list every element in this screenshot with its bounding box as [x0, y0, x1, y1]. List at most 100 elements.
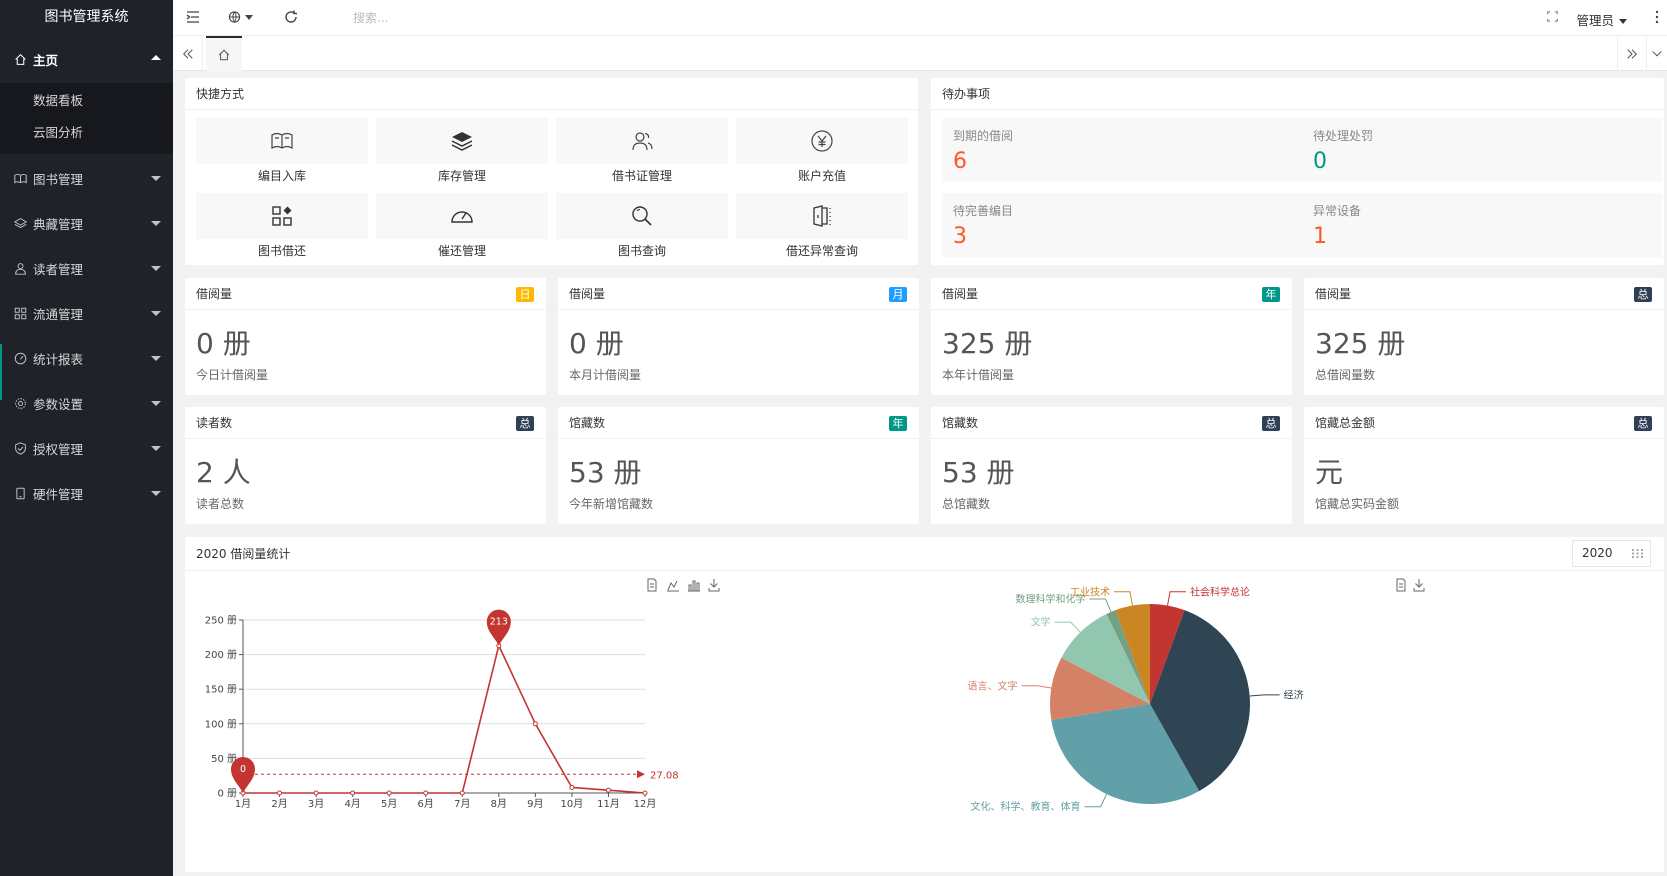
pie-slice: [1150, 610, 1250, 792]
language-globe-icon[interactable]: [228, 10, 256, 26]
data-view-icon[interactable]: [1396, 578, 1406, 592]
stack-icon: [451, 132, 473, 151]
series-line: [243, 643, 646, 794]
shortcut-account-recharge[interactable]: [736, 118, 908, 164]
shortcut-borrow-return[interactable]: [196, 193, 368, 239]
chevron-down-icon: [1652, 50, 1662, 56]
sidebar-item-label: 典藏管理: [33, 217, 84, 232]
sidebar-item-hardware-management[interactable]: 硬件管理: [0, 471, 173, 516]
sidebar-item-reader-management[interactable]: 读者管理: [0, 246, 173, 291]
sidebar-item-circulation-management[interactable]: 流通管理: [0, 291, 173, 336]
sidebar-active-indicator: [0, 344, 2, 400]
slice-leader-line: [1167, 591, 1186, 606]
gear-icon: [13, 397, 27, 411]
period-badge: 日: [516, 287, 534, 302]
stat-value: 0 册: [196, 327, 251, 360]
tab-options-dropdown[interactable]: [1647, 36, 1667, 71]
sidebar-subitem-dashboard[interactable]: 数据看板: [33, 93, 84, 108]
download-icon[interactable]: [708, 579, 720, 592]
stat-subtitle: 本年计借阅量: [942, 368, 1015, 382]
stat-title: 借阅量: [196, 287, 233, 301]
tab-scroll-left-button[interactable]: [173, 36, 203, 71]
stat-card-daily-borrows: 借阅量 日 0 册 今日计借阅量: [185, 278, 546, 395]
pie-slice: [1061, 613, 1150, 704]
markpoint-pin: 213: [486, 609, 511, 646]
gauge-icon: [13, 352, 27, 366]
chevron-down-icon: [151, 311, 161, 316]
download-icon[interactable]: [1413, 579, 1425, 592]
stat-title: 借阅量: [942, 287, 979, 301]
sidebar-item-label: 参数设置: [33, 397, 84, 412]
fullscreen-icon[interactable]: [1547, 11, 1563, 27]
tab-scroll-right-button[interactable]: [1617, 36, 1647, 71]
shortcut-reminder[interactable]: [376, 193, 548, 239]
shortcut-label: 账户充值: [797, 169, 846, 183]
todos-title: 待办事项: [931, 78, 1664, 110]
sidebar-item-parameter-settings[interactable]: 参数设置: [0, 381, 173, 426]
sidebar-item-authorization-management[interactable]: 授权管理: [0, 426, 173, 471]
todos-panel: 待办事项 到期的借阅 6 待处理处罚 0 待完善编目 3 异常设备 1: [931, 78, 1664, 265]
layers-icon: [13, 217, 27, 231]
sidebar: 图书管理系统 主页 数据看板 云图分析 图书管理 典藏管理 读者管理 流通管理 …: [0, 0, 173, 876]
tab-home[interactable]: [206, 36, 242, 71]
sidebar-item-label: 读者管理: [33, 262, 84, 277]
stat-value: 325 册: [942, 327, 1033, 360]
sidebar-item-label: 授权管理: [33, 442, 84, 457]
y-tick-label: 0 册: [217, 789, 237, 800]
shortcut-book-search[interactable]: [556, 193, 728, 239]
chevron-down-icon: [151, 266, 161, 271]
bar-switch-icon[interactable]: [688, 580, 700, 592]
sidebar-subitem-cloud-analysis[interactable]: 云图分析: [33, 125, 84, 140]
sidebar-item-book-management[interactable]: 图书管理: [0, 156, 173, 201]
chevron-down-icon: [151, 446, 161, 451]
user-menu[interactable]: 管理员: [1576, 10, 1627, 29]
shortcut-library-card[interactable]: [556, 118, 728, 164]
sidebar-item-collection-management[interactable]: 典藏管理: [0, 201, 173, 246]
todo-pending-penalties[interactable]: 待处理处罚 0: [1302, 118, 1662, 182]
double-chevron-left-icon: [182, 48, 193, 59]
device-icon: [13, 487, 27, 501]
shield-icon: [13, 442, 27, 456]
shortcut-catalog-entry[interactable]: [196, 118, 368, 164]
shortcut-exception-query[interactable]: [736, 193, 908, 239]
todo-count: 0: [1313, 149, 1327, 174]
shortcut-label: 编目入库: [257, 169, 306, 183]
sidebar-item-home[interactable]: 主页: [0, 35, 173, 83]
submenu-home: 数据看板 云图分析: [0, 83, 173, 154]
markpoint-label: 213: [490, 617, 508, 628]
data-point: [350, 790, 356, 796]
stat-value: 53 册: [942, 456, 1015, 489]
refresh-icon[interactable]: [284, 10, 300, 26]
menu-collapse-icon[interactable]: [186, 10, 202, 26]
todo-overdue-borrows[interactable]: 到期的借阅 6: [942, 118, 1302, 182]
stat-title: 读者数: [196, 416, 233, 430]
pie-chart-toolbox: [1396, 578, 1425, 592]
search-input[interactable]: [353, 8, 553, 28]
book-alert-icon: [813, 205, 831, 227]
year-picker[interactable]: 2020: [1572, 540, 1651, 567]
markline-arrow: [637, 770, 645, 779]
data-point: [423, 790, 429, 796]
y-tick-label: 50 册: [211, 754, 237, 765]
x-tick-label: 8月: [491, 798, 507, 810]
x-tick-label: 10月: [561, 798, 584, 810]
more-vertical-icon[interactable]: [1655, 10, 1663, 26]
period-badge: 总: [1634, 287, 1652, 302]
x-tick-label: 11月: [597, 798, 620, 810]
stat-title: 馆藏数: [569, 416, 606, 430]
period-badge: 年: [889, 416, 907, 431]
line-switch-icon[interactable]: [667, 580, 679, 592]
todo-abnormal-devices[interactable]: 异常设备 1: [1302, 193, 1662, 257]
todo-incomplete-catalog[interactable]: 待完善编目 3: [942, 193, 1302, 257]
x-tick-label: 7月: [454, 798, 470, 810]
data-point: [386, 790, 392, 796]
user-name: 管理员: [1576, 13, 1614, 28]
borrow-line-chart: 0 册 50 册 100 册 150 册 200 册 250 册 1月 2月 3月 4月 5月 6月 7…: [205, 609, 679, 810]
slice-label: 文学: [1031, 616, 1051, 629]
sidebar-item-statistics-report[interactable]: 统计报表: [0, 336, 173, 381]
borrow-statistics-panel: 2020 借阅量统计 2020 0 册 50 册 100 册 150 册 200 册 25…: [185, 537, 1664, 872]
stat-value: 2 人: [196, 456, 251, 489]
shortcut-inventory[interactable]: [376, 118, 548, 164]
stat-title: 馆藏总金额: [1315, 416, 1376, 430]
data-view-icon[interactable]: [647, 578, 657, 592]
